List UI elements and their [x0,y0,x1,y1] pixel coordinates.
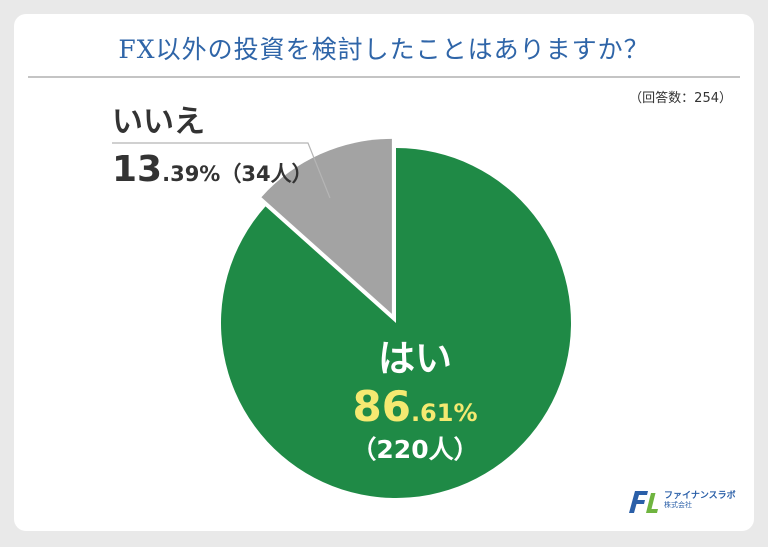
label-yes-count: （220人） [351,435,478,464]
leader-line-no [112,142,331,199]
chart-title: FX以外の投資を検討したことはありますか？ [118,35,650,64]
logo-name: ファイナンスラボ [664,491,736,502]
logo-sub: 株式会社 [664,501,692,510]
title-divider [28,76,740,78]
pie-slice-no [261,138,392,314]
label-no-value: 13.39%（34人） [112,149,313,190]
label-yes-category: はい [378,337,452,380]
company-logo: ファイナンスラボ 株式会社 [626,487,736,515]
response-count-note: （回答数：254） [629,91,732,106]
label-no-category: いいえ [112,104,205,140]
label-yes-value: 86.61% [352,382,477,431]
pie-slice-yes [220,148,571,499]
logo-mark-icon [626,487,660,515]
